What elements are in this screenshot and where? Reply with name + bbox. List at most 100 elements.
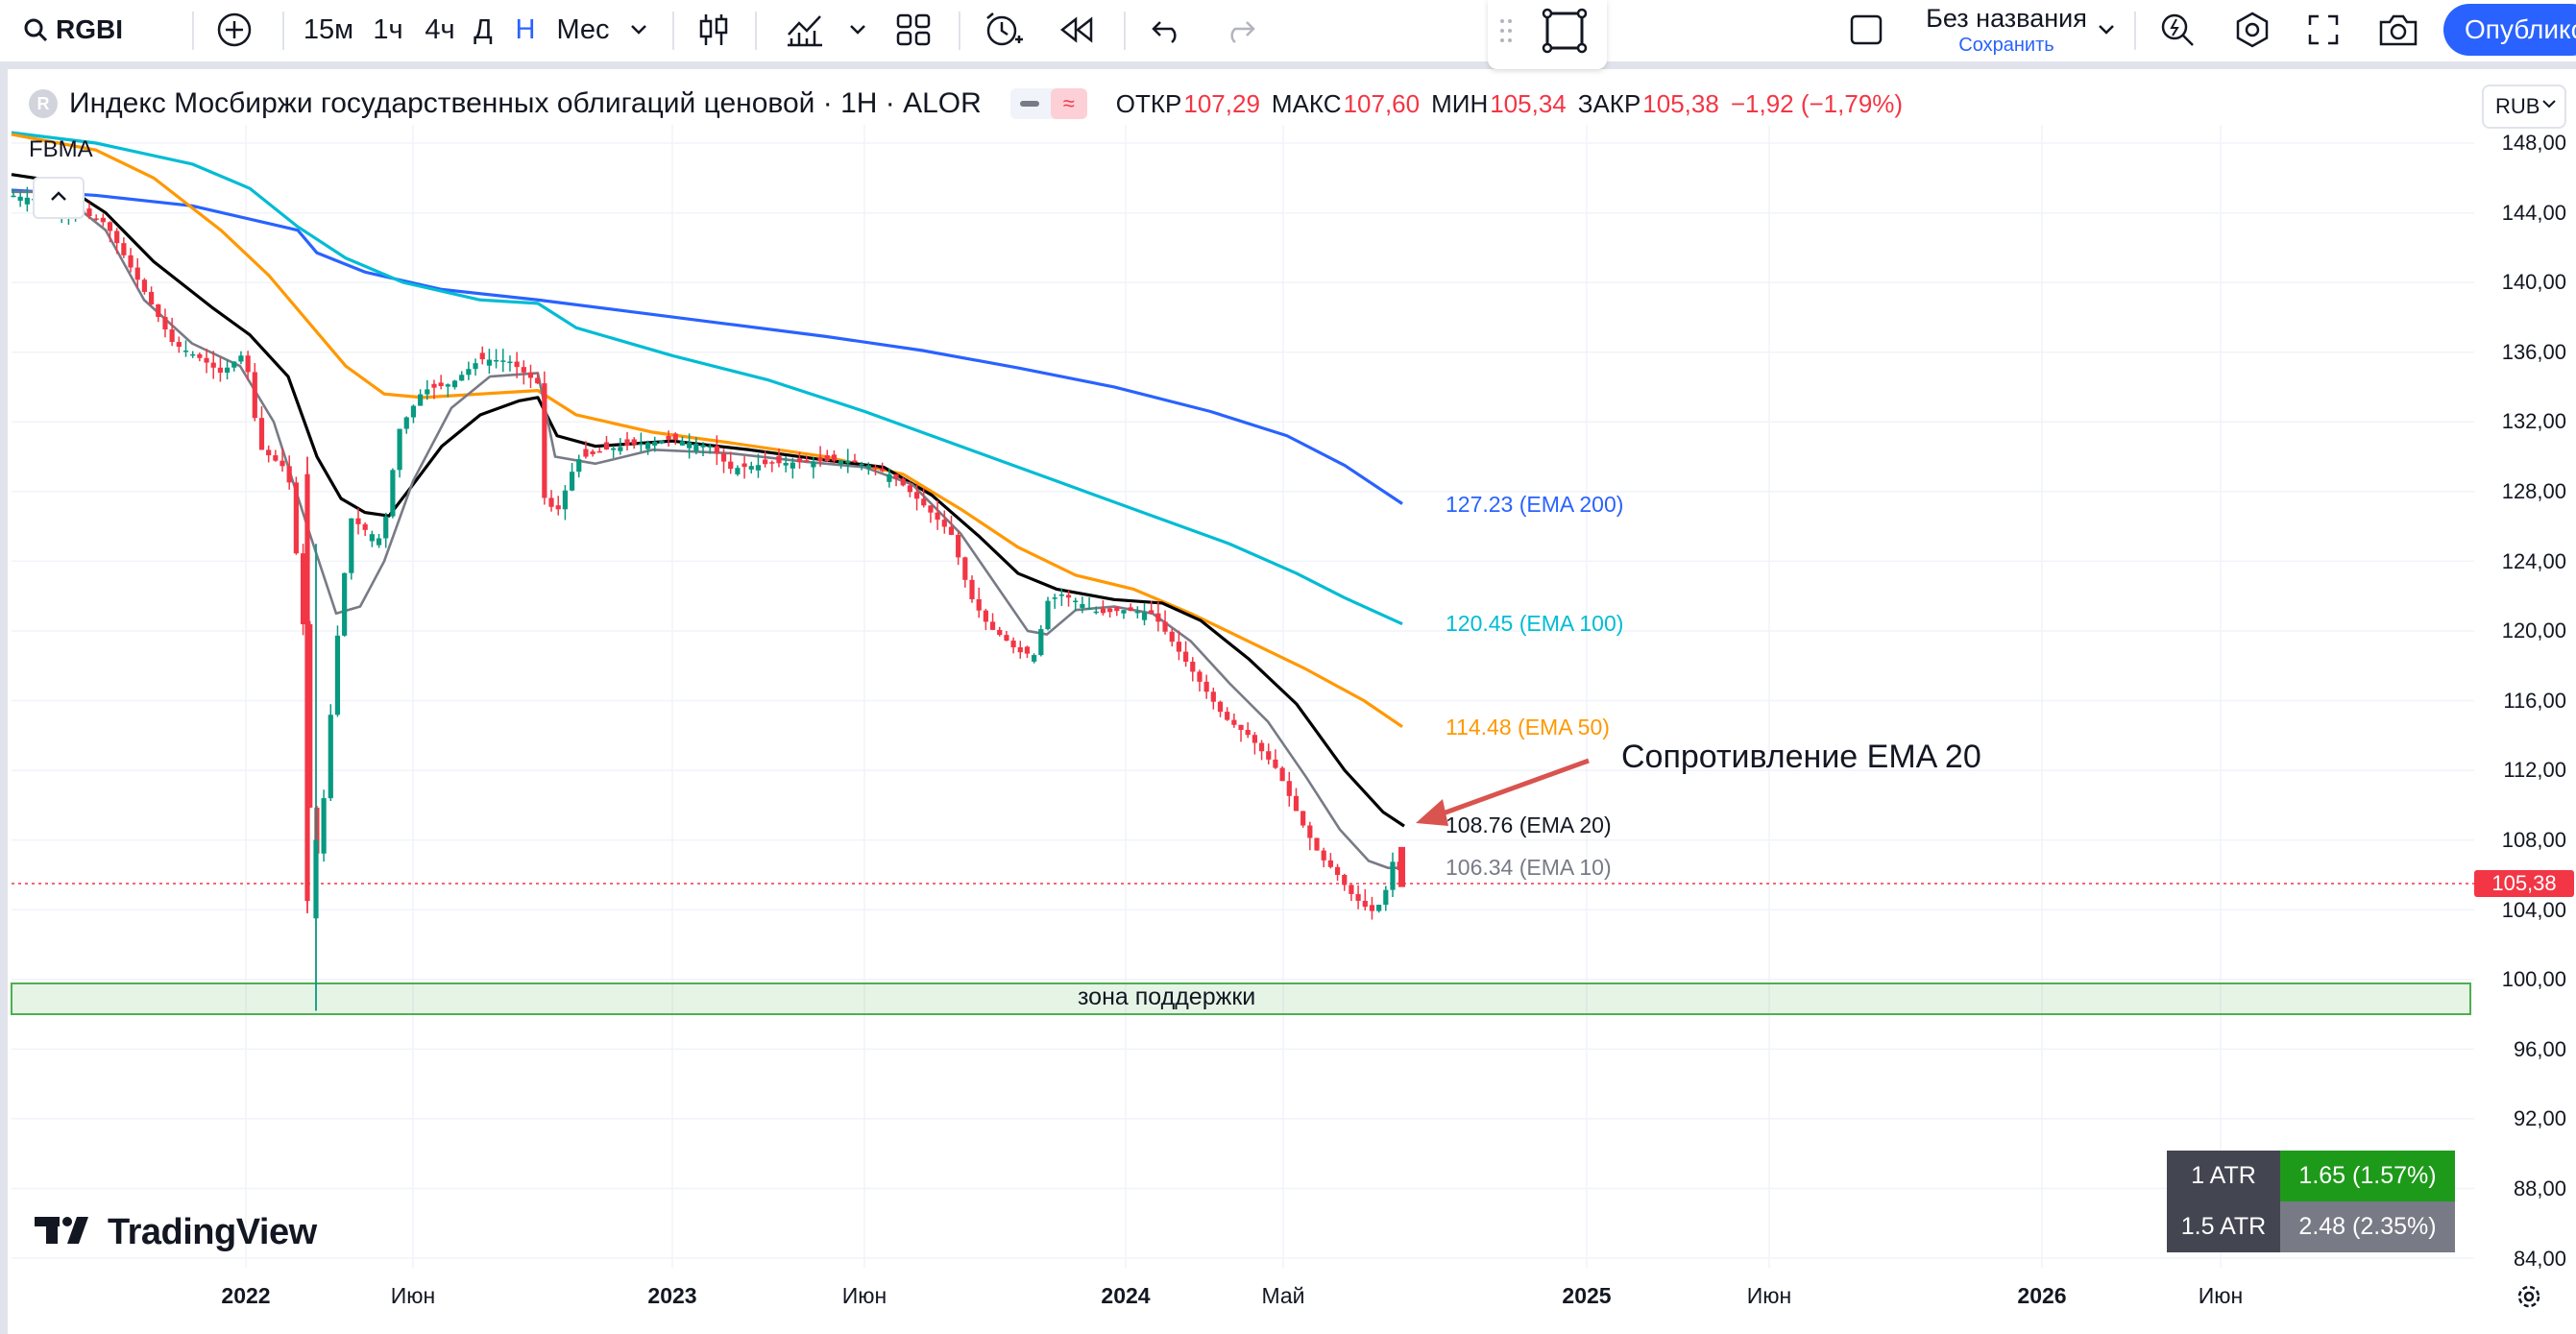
candle-body <box>494 359 499 362</box>
candle-body <box>687 442 693 449</box>
indicator-name[interactable]: FBMA <box>29 136 93 162</box>
layout-name-menu[interactable]: Без названия Сохранить <box>1906 2 2107 58</box>
candle-body <box>728 461 734 470</box>
candle-body <box>169 329 175 343</box>
candle-body <box>880 468 886 472</box>
fullscreen-button[interactable] <box>2299 0 2347 60</box>
quick-search-button[interactable] <box>2153 0 2201 60</box>
candle-body <box>693 443 699 451</box>
divider <box>1124 12 1126 50</box>
symbol-search-button[interactable]: RGBI <box>23 0 129 60</box>
layout-toggle-button[interactable] <box>1842 0 1890 60</box>
candle-body <box>293 482 299 554</box>
resistance-annotation[interactable]: Сопротивление EMA 20 <box>1621 739 1981 775</box>
interval-15m[interactable]: 15м <box>303 13 354 45</box>
interval-day[interactable]: Д <box>474 13 493 45</box>
currency-selector[interactable]: RUB <box>2482 85 2566 129</box>
redo-icon <box>1224 16 1256 43</box>
snapshot-button[interactable] <box>2372 0 2424 60</box>
support-zone[interactable] <box>11 982 2471 1015</box>
candle-body <box>321 798 327 854</box>
candle-body <box>1273 759 1278 768</box>
price-axis-label: 144,00 <box>2501 200 2566 225</box>
candle-body <box>714 446 719 454</box>
currency-label: RUB <box>2495 94 2540 118</box>
drag-handle-icon[interactable] <box>1499 17 1513 49</box>
candle-body <box>893 473 899 479</box>
candle-body <box>1004 635 1009 642</box>
search-icon <box>23 17 56 42</box>
symbol-logo: R <box>29 89 58 118</box>
candle-body <box>1045 600 1051 630</box>
candle-body <box>328 715 333 799</box>
candle-body <box>1279 767 1285 782</box>
candle-body <box>790 462 795 469</box>
symbol-title[interactable]: Индекс Мосбиржи государственных облигаци… <box>69 87 982 119</box>
candle-body <box>1086 607 1092 610</box>
redo-button[interactable] <box>1216 0 1264 60</box>
chevron-down-icon <box>629 23 648 36</box>
candle-body <box>197 353 203 358</box>
candle-body <box>666 435 671 440</box>
compare-symbol-button[interactable] <box>207 0 261 60</box>
publish-button[interactable]: Опубликовать <box>2443 4 2576 56</box>
candle-body <box>1176 642 1182 652</box>
ema10-label: 106.34 (EMA 10) <box>1446 855 1612 880</box>
top-toolbar: RGBI 15м 1ч 4ч Д Н Мес <box>0 0 2576 69</box>
chart-settings-button[interactable] <box>2228 0 2276 60</box>
annotation-arrow[interactable] <box>1416 758 1590 826</box>
rectangle-tool-icon[interactable] <box>1542 8 1588 59</box>
interval-week[interactable]: Н <box>515 13 536 45</box>
alert-button[interactable] <box>980 0 1028 60</box>
undo-button[interactable] <box>1143 0 1191 60</box>
ema50-line <box>11 133 1403 729</box>
collapse-legend-button[interactable] <box>33 177 85 219</box>
open-value: 107,29 <box>1183 88 1260 118</box>
interval-month[interactable]: Мес <box>556 13 610 45</box>
price-axis-label: 140,00 <box>2501 270 2566 295</box>
candle-body <box>1349 885 1354 894</box>
support-zone-label[interactable]: зона поддержки <box>1078 983 1256 1010</box>
interval-4h[interactable]: 4ч <box>425 13 455 45</box>
quick-search-icon <box>2158 11 2197 49</box>
candle-body <box>451 380 458 388</box>
candle-body <box>631 439 637 445</box>
candle-body <box>1334 866 1341 875</box>
candle-body <box>1238 724 1244 731</box>
candle-body <box>1065 594 1072 598</box>
tradingview-logo-text: TradingView <box>108 1212 317 1252</box>
replay-button[interactable] <box>1053 0 1101 60</box>
chart-type-button[interactable] <box>690 0 738 60</box>
candle-body <box>1210 691 1216 702</box>
candle-body <box>576 459 582 473</box>
atr-name: 1 ATR <box>2167 1151 2280 1201</box>
plus-circle-icon <box>216 12 253 48</box>
price-axis-label: 96,00 <box>2513 1036 2566 1061</box>
candle-body <box>252 372 257 419</box>
save-layout-link[interactable]: Сохранить <box>1958 35 2054 56</box>
candle-body <box>521 367 526 373</box>
candle-body <box>1293 795 1300 812</box>
candle-body <box>644 442 651 449</box>
interval-dropdown-button[interactable] <box>624 0 653 60</box>
candles-icon <box>697 12 730 48</box>
price-axis-label: 88,00 <box>2513 1176 2566 1201</box>
candle-body <box>156 303 161 318</box>
indicators-button[interactable] <box>778 0 832 60</box>
close-label: ЗАКР <box>1577 88 1641 118</box>
fullscreen-icon <box>2307 13 2340 46</box>
indicators-dropdown-button[interactable] <box>843 0 872 60</box>
candle-body <box>258 418 265 450</box>
layouts-button[interactable] <box>889 0 937 60</box>
tradingview-logo[interactable]: TradingView <box>35 1212 317 1253</box>
candle-body <box>445 384 450 387</box>
settings-hex-icon <box>2233 11 2272 49</box>
candle-body <box>362 523 368 530</box>
time-axis-label: 2024 <box>1101 1283 1151 1308</box>
candle-body <box>500 360 506 362</box>
legend-toggle[interactable]: ≈ <box>1009 88 1087 119</box>
axis-settings-button[interactable] <box>2515 1282 2543 1316</box>
interval-1h[interactable]: 1ч <box>373 13 403 45</box>
layout-dropdown-button[interactable] <box>2092 0 2121 60</box>
